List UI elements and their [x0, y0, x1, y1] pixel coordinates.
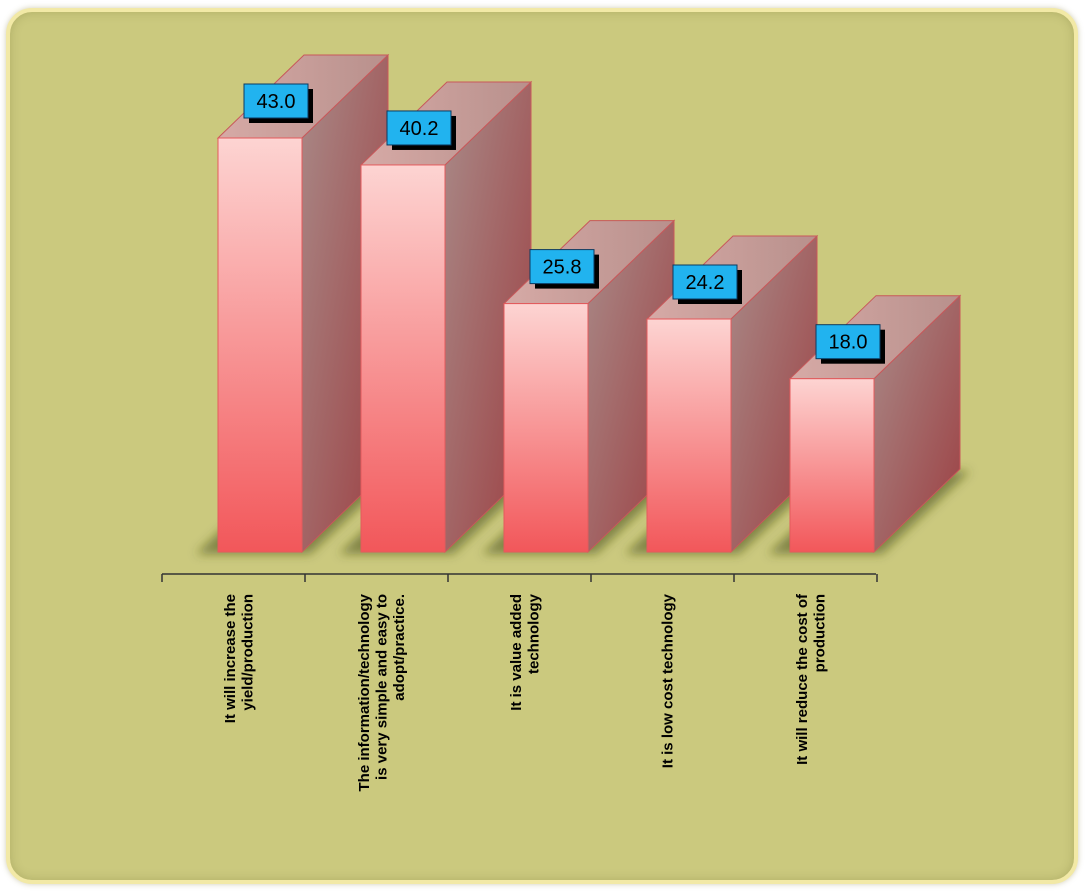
- bar: [789, 378, 875, 553]
- data-label-box: [529, 249, 595, 285]
- bar: [217, 137, 303, 553]
- bar-chart: It will increase theyield/production The …: [161, 53, 970, 792]
- chart-frame: It will increase theyield/production The …: [6, 8, 1078, 884]
- category-label: It will increase theyield/production: [222, 594, 257, 723]
- data-label: 43.0: [257, 91, 296, 113]
- data-label-box: [815, 324, 881, 360]
- data-label-box: [672, 264, 738, 300]
- category-label: The information/technologyis very simple…: [356, 593, 408, 791]
- bar: [360, 164, 446, 553]
- data-label: 40.2: [400, 118, 439, 140]
- data-label-box: [386, 110, 452, 146]
- bar: [503, 303, 589, 553]
- category-label: It will reduce the cost ofproduction: [794, 593, 829, 765]
- category-label: It is value addedtechnology: [508, 593, 543, 710]
- data-label: 24.2: [686, 272, 725, 294]
- data-label: 18.0: [829, 332, 868, 354]
- data-label: 25.8: [543, 257, 582, 279]
- data-label-box: [243, 83, 309, 119]
- category-label: It is low cost technology: [660, 593, 677, 768]
- bar: [646, 318, 732, 553]
